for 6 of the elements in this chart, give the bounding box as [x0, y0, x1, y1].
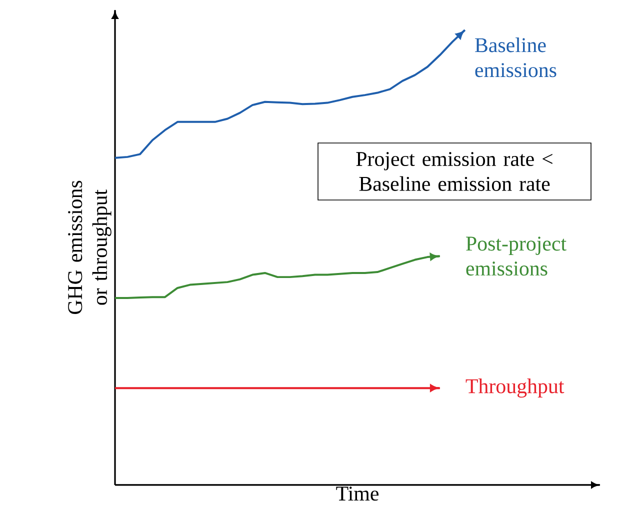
x-axis-title: Time — [336, 486, 379, 501]
annotation: Project emission rate < Baseline emission rate — [356, 152, 552, 191]
series-label: Baseline emissions — [475, 38, 556, 78]
legend-label: Post-project emissions — [466, 236, 566, 276]
y-axis-title: GHG emissions or throughput — [68, 180, 112, 314]
legend-label: Throughput — [466, 378, 564, 398]
